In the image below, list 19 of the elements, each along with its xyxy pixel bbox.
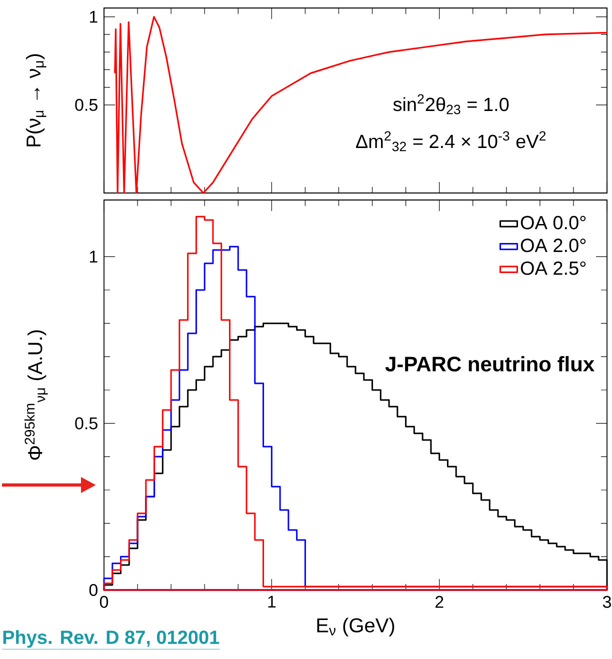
legend-label: OA 2.0°: [520, 238, 586, 252]
y-axis-title: Φ$^{295km}$$_{νμ}$ (A.U.): [24, 330, 48, 460]
annotation: sin$^{2}$2θ$_{23}$ = 1.0: [393, 94, 509, 114]
y-axis-title: P(ν$_{μ}$ → ν$_{μ}$): [26, 54, 46, 146]
x-tick-label: 0: [100, 596, 108, 608]
y-tick-label: 0: [89, 584, 98, 596]
legend-label: OA 2.5°: [520, 261, 586, 275]
x-tick-label: 1: [268, 596, 276, 608]
y-tick-label: 0.5: [75, 417, 98, 430]
annotation: J-PARC neutrino flux: [385, 356, 594, 372]
x-tick-label: 3: [602, 596, 611, 608]
x-tick-label: 2: [435, 596, 444, 608]
y-tick-label: 0.5: [75, 98, 98, 111]
y-tick-label: 1: [90, 10, 98, 23]
legend-label: OA 0.0°: [520, 216, 586, 230]
text: Phys. Rev. D 87, 012001: [3, 630, 220, 648]
annotation: Δm$^{2}$$_{32}$ = 2.4 × 10$^{-3}$ eV$^{2}$: [356, 131, 546, 152]
y-tick-label: 1: [90, 250, 98, 263]
x-axis-title: E$_{ν}$ (GeV): [317, 618, 394, 636]
